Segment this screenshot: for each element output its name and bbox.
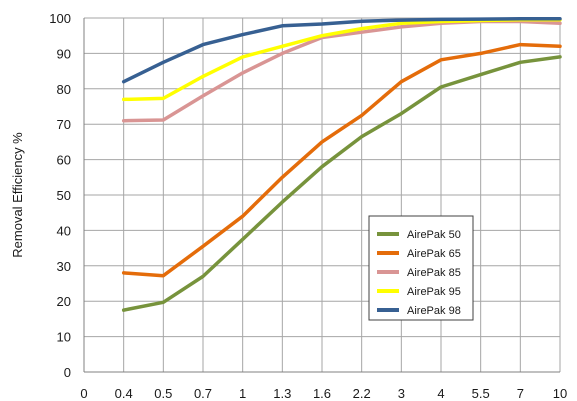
- series-line-airepak-65: [121, 42, 562, 278]
- x-tick-label: 5.5: [472, 386, 490, 401]
- x-tick-label: 0.4: [115, 386, 133, 401]
- y-axis-label: Removal Efficiency %: [10, 132, 25, 258]
- x-axis-tick-labels: 0 0.4 0.5 0.7 1 1.3 1.6 2.2 3 4 5.5 7 10: [80, 386, 567, 401]
- y-tick-label: 80: [57, 82, 71, 97]
- x-tick-label: 7: [517, 386, 524, 401]
- y-tick-label: 50: [57, 188, 71, 203]
- y-tick-label: 0: [64, 365, 71, 380]
- x-tick-label: 1: [239, 386, 246, 401]
- plot-area: [83, 18, 560, 373]
- legend-label: AirePak 85: [407, 267, 461, 279]
- legend-label: AirePak 95: [407, 286, 461, 298]
- series-line-airepak-50: [121, 55, 562, 312]
- series-line-airepak-98: [121, 16, 562, 84]
- x-tick-label: 0.7: [194, 386, 212, 401]
- series-line-airepak-95: [121, 18, 562, 102]
- y-tick-label: 20: [57, 294, 71, 309]
- series-lines: [121, 16, 562, 312]
- y-axis-tick-labels: 0 10 20 30 40 50 60 70 80 90 100: [49, 11, 71, 380]
- x-tick-label: 1.6: [313, 386, 331, 401]
- legend-label: AirePak 50: [407, 229, 461, 241]
- y-tick-label: 60: [57, 153, 71, 168]
- x-tick-label: 10: [553, 386, 567, 401]
- legend-label: AirePak 65: [407, 248, 461, 260]
- x-tick-label: 1.3: [273, 386, 291, 401]
- y-tick-label: 70: [57, 117, 71, 132]
- x-tick-label: 2.2: [353, 386, 371, 401]
- legend: AirePak 50 AirePak 65 AirePak 85 AirePak 95…: [368, 215, 474, 321]
- legend-label: AirePak 98: [407, 305, 461, 317]
- y-tick-label: 100: [49, 11, 71, 26]
- x-tick-label: 0: [80, 386, 87, 401]
- y-tick-label: 40: [57, 223, 71, 238]
- y-tick-label: 30: [57, 259, 71, 274]
- x-tick-label: 0.5: [154, 386, 172, 401]
- x-tick-label: 3: [398, 386, 405, 401]
- y-tick-label: 90: [57, 46, 71, 61]
- x-tick-label: 4: [437, 386, 444, 401]
- y-tick-label: 10: [57, 330, 71, 345]
